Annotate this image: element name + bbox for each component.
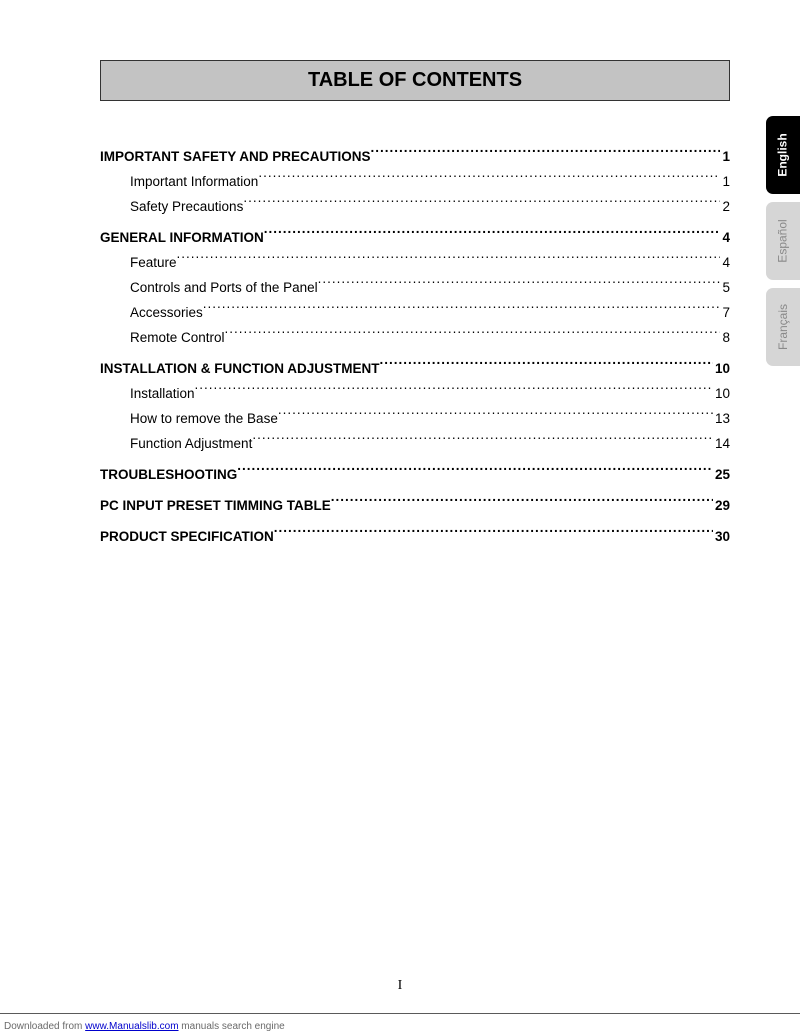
language-tab-español[interactable]: Español — [766, 202, 800, 280]
toc-leader — [195, 384, 713, 398]
toc-page: 1 — [720, 170, 730, 195]
toc-leader — [331, 496, 713, 510]
toc-section: TROUBLESHOOTING 25 — [100, 463, 730, 488]
toc-section: INSTALLATION & FUNCTION ADJUSTMENT 10 — [100, 357, 730, 382]
toc-page: 7 — [720, 301, 730, 326]
toc-page: 1 — [720, 145, 730, 170]
toc-section: PRODUCT SPECIFICATION 30 — [100, 525, 730, 550]
page-number: I — [0, 978, 800, 994]
language-tab-english[interactable]: English — [766, 116, 800, 194]
toc-leader — [264, 228, 721, 242]
toc-label: Controls and Ports of the Panel — [130, 276, 318, 301]
footer-attribution: Downloaded from www.Manualslib.com manua… — [4, 1021, 285, 1032]
footer-prefix: Downloaded from — [4, 1021, 85, 1032]
toc-page: 4 — [720, 251, 730, 276]
toc-leader — [379, 359, 712, 373]
toc-label: PC INPUT PRESET TIMMING TABLE — [100, 494, 331, 519]
toc-leader — [203, 303, 721, 317]
footer-divider — [0, 1013, 800, 1014]
toc-subitem: How to remove the Base 13 — [100, 407, 730, 432]
toc-page: 2 — [720, 195, 730, 220]
toc-subitem: Feature 4 — [100, 251, 730, 276]
toc-leader — [371, 148, 721, 162]
toc-page: 8 — [720, 326, 730, 351]
toc-label: Accessories — [130, 301, 203, 326]
page-title: TABLE OF CONTENTS — [100, 60, 730, 101]
toc-label: GENERAL INFORMATION — [100, 226, 264, 251]
toc-leader — [225, 328, 721, 342]
footer-suffix: manuals search engine — [179, 1021, 285, 1032]
toc-leader — [318, 278, 721, 292]
toc-leader — [258, 172, 720, 186]
language-tab-label: Español — [776, 219, 790, 262]
toc-section: PC INPUT PRESET TIMMING TABLE 29 — [100, 494, 730, 519]
footer-link[interactable]: www.Manualslib.com — [85, 1021, 178, 1032]
table-of-contents: IMPORTANT SAFETY AND PRECAUTIONS1Importa… — [100, 145, 730, 550]
toc-section: GENERAL INFORMATION 4 — [100, 226, 730, 251]
toc-subitem: Installation 10 — [100, 382, 730, 407]
toc-subitem: Controls and Ports of the Panel 5 — [100, 276, 730, 301]
language-tabs: English Español Français — [766, 116, 800, 366]
language-tab-français[interactable]: Français — [766, 288, 800, 366]
toc-page: 4 — [720, 226, 730, 251]
toc-leader — [252, 434, 713, 448]
toc-label: PRODUCT SPECIFICATION — [100, 525, 274, 550]
language-tab-label: Français — [776, 304, 790, 350]
toc-label: How to remove the Base — [130, 407, 278, 432]
toc-subitem: Safety Precautions 2 — [100, 195, 730, 220]
toc-subitem: Important Information 1 — [100, 170, 730, 195]
toc-subitem: Accessories 7 — [100, 301, 730, 326]
toc-page: 10 — [713, 357, 730, 382]
toc-page: 25 — [713, 463, 730, 488]
toc-label: Function Adjustment — [130, 432, 252, 457]
toc-label: Installation — [130, 382, 195, 407]
toc-page: 5 — [720, 276, 730, 301]
toc-label: Feature — [130, 251, 177, 276]
toc-label: INSTALLATION & FUNCTION ADJUSTMENT — [100, 357, 379, 382]
toc-page: 13 — [713, 407, 730, 432]
toc-label: Important Information — [130, 170, 258, 195]
toc-subitem: Remote Control 8 — [100, 326, 730, 351]
language-tab-label: English — [776, 133, 790, 176]
toc-leader — [243, 197, 720, 211]
toc-page: 10 — [713, 382, 730, 407]
toc-label: Remote Control — [130, 326, 225, 351]
toc-subitem: Function Adjustment 14 — [100, 432, 730, 457]
toc-label: IMPORTANT SAFETY AND PRECAUTIONS — [100, 145, 371, 170]
toc-page: 29 — [713, 494, 730, 519]
toc-leader — [278, 409, 713, 423]
toc-section: IMPORTANT SAFETY AND PRECAUTIONS 1 — [100, 145, 730, 170]
toc-page: 14 — [713, 432, 730, 457]
toc-label: TROUBLESHOOTING — [100, 463, 237, 488]
toc-leader — [274, 527, 713, 541]
toc-leader — [237, 465, 713, 479]
toc-leader — [177, 253, 721, 267]
toc-page: 30 — [713, 525, 730, 550]
toc-label: Safety Precautions — [130, 195, 243, 220]
